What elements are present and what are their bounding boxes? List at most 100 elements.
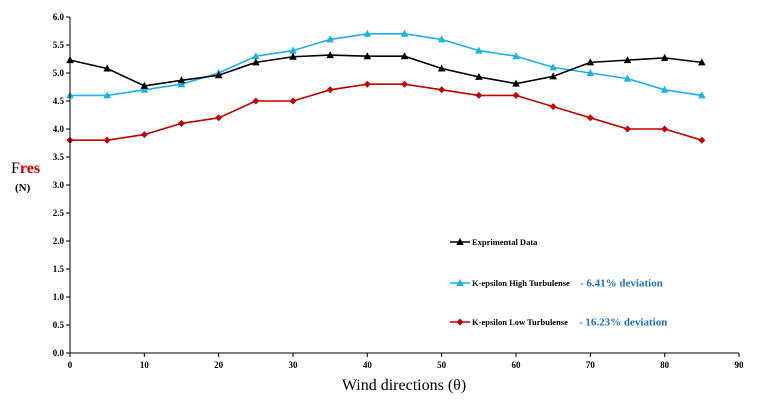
data-point	[698, 58, 706, 66]
data-point	[326, 35, 334, 43]
y-tick-label: 5.5	[53, 40, 65, 50]
x-tick-label: 50	[437, 360, 447, 370]
data-point	[549, 103, 557, 111]
data-point	[475, 91, 483, 99]
legend-deviation: - 16.23% deviation	[579, 317, 667, 329]
data-point	[549, 63, 557, 71]
y-tick-label: 1.0	[53, 292, 65, 302]
x-axis-label: Wind directions (θ)	[342, 377, 466, 394]
data-point	[623, 56, 632, 64]
series-line	[69, 54, 702, 87]
data-point	[698, 136, 706, 144]
y-tick-label: 2.5	[53, 208, 65, 218]
series-2	[66, 29, 706, 99]
data-point	[438, 86, 446, 94]
data-point	[586, 58, 595, 66]
data-point	[363, 29, 372, 37]
data-point	[623, 74, 632, 82]
data-point	[586, 69, 595, 76]
data-point	[215, 114, 223, 122]
data-point	[326, 86, 334, 94]
x-tick-label: 80	[660, 360, 670, 370]
data-point	[437, 64, 446, 72]
series-layer	[66, 29, 706, 144]
legend-label: K-epsilon High Turbulense	[472, 278, 570, 288]
series-line	[70, 32, 702, 97]
y-tick-label: 3.5	[53, 152, 65, 162]
x-axis-ticks: 0 10 20 30 40 50 60 70 80 90	[68, 353, 744, 370]
legend-entry: K-epsilon Low Turbulense - 16.23% deviati…	[450, 317, 667, 329]
x-tick-label: 0	[68, 360, 73, 370]
series-1	[66, 51, 706, 89]
legend-deviation: - 6.41% deviation	[580, 278, 663, 290]
data-point	[103, 136, 111, 144]
data-point	[103, 64, 111, 72]
y-tick-label: 4.0	[53, 124, 65, 134]
data-point	[661, 125, 669, 133]
data-point	[624, 125, 631, 133]
data-point	[140, 131, 148, 139]
series-3	[66, 80, 706, 144]
y-tick-label: 0.0	[53, 348, 65, 358]
x-tick-label: 90	[735, 360, 745, 370]
data-point	[177, 80, 186, 88]
data-point	[698, 91, 706, 99]
legend-label: K-epsilon Low Turbulense	[472, 317, 568, 327]
y-axis-label-prefix: F	[11, 160, 20, 177]
data-point	[549, 72, 557, 80]
x-tick-label: 20	[214, 360, 224, 370]
y-axis-label-subscript: res	[20, 160, 40, 177]
data-point	[252, 58, 260, 66]
legend-entry: K-epsilon High Turbulense - 6.41% deviati…	[450, 278, 663, 290]
legend-marker	[456, 279, 464, 286]
x-tick-label: 70	[586, 360, 596, 370]
data-point	[512, 91, 520, 99]
data-point	[400, 29, 409, 37]
y-tick-label: 5.0	[53, 68, 65, 78]
data-point	[400, 52, 409, 60]
series-line	[70, 83, 703, 141]
legend-marker	[456, 318, 464, 326]
data-point	[252, 97, 260, 105]
x-tick-label: 40	[363, 360, 373, 370]
y-tick-label: 4.5	[53, 96, 65, 106]
data-point	[512, 52, 520, 60]
data-point	[660, 53, 669, 61]
data-point	[401, 80, 408, 88]
legend-entry: Exprimental Data	[450, 237, 538, 247]
data-point	[475, 72, 483, 80]
legend: Exprimental Data K-epsilon High Turbulens…	[450, 237, 667, 329]
legend-marker	[456, 238, 464, 245]
y-tick-label: 3.0	[53, 180, 65, 190]
y-tick-label: 6.0	[53, 12, 65, 22]
y-axis-unit: (N)	[15, 182, 31, 194]
data-point	[252, 52, 260, 60]
data-point	[103, 91, 111, 99]
data-point	[326, 51, 334, 59]
data-point	[289, 97, 297, 105]
data-point	[177, 76, 186, 84]
x-tick-label: 30	[289, 360, 299, 370]
data-point	[660, 85, 669, 93]
y-axis-label: Fres	[11, 160, 40, 177]
y-tick-label: 0.5	[53, 320, 65, 330]
data-point	[140, 85, 149, 93]
data-point	[214, 71, 223, 79]
x-tick-label: 60	[512, 360, 522, 370]
data-point	[289, 52, 297, 60]
data-point	[178, 119, 185, 127]
y-axis-ticks: 0.0 0.5 1.0 1.5 2.0 2.5 3.0 3.5 4.0 4.5 5.0 5.5 6.0	[53, 12, 70, 358]
y-tick-label: 1.5	[53, 264, 65, 274]
data-point	[289, 46, 297, 54]
y-tick-label: 2.0	[53, 236, 65, 246]
x-tick-label: 10	[140, 360, 150, 370]
data-point	[512, 79, 520, 87]
data-point	[140, 81, 149, 89]
data-point	[437, 35, 446, 43]
legend-label: Exprimental Data	[472, 237, 538, 247]
data-point	[475, 46, 483, 54]
data-point	[363, 80, 371, 88]
data-point	[586, 114, 594, 122]
data-point	[363, 52, 372, 60]
